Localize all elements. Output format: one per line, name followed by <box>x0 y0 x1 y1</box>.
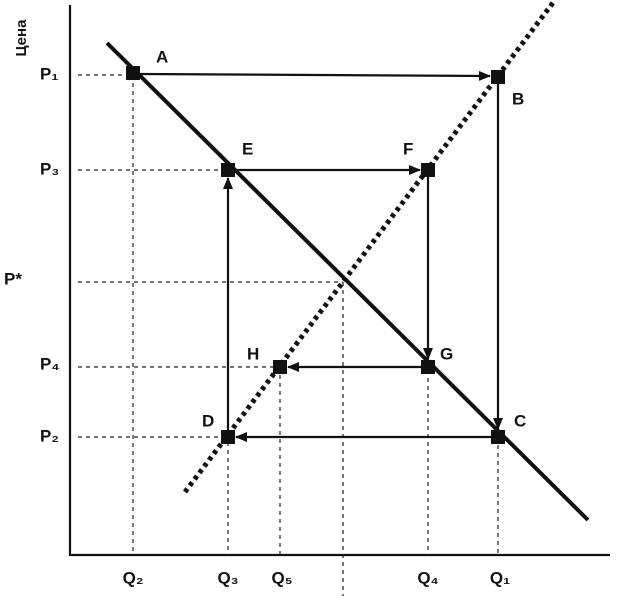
price-label: P* <box>4 269 22 288</box>
price-label: P₃ <box>40 159 59 178</box>
quantity-label: Q₃ <box>217 568 238 587</box>
quantity-label: Q₂ <box>123 568 144 587</box>
point-label: D <box>202 411 214 430</box>
quantity-label: Q₅ <box>271 568 292 587</box>
point-label: B <box>512 89 524 108</box>
price-label: P₁ <box>40 64 58 83</box>
quantity-label: Q₄ <box>417 568 438 587</box>
point-label: H <box>247 344 259 363</box>
point-label: A <box>156 47 168 66</box>
point-label: F <box>403 139 413 158</box>
price-label: P₂ <box>40 426 59 445</box>
guide-lines <box>78 74 499 596</box>
point-label: C <box>514 411 526 430</box>
demand-line <box>105 41 590 522</box>
points <box>126 66 505 444</box>
cobweb-arrows <box>139 70 503 442</box>
point-label: G <box>440 344 453 363</box>
quantity-label: Q₁ <box>490 568 510 587</box>
axis-label: Цена <box>13 19 30 57</box>
price-label: P₄ <box>40 354 59 373</box>
point-label: E <box>242 139 253 158</box>
